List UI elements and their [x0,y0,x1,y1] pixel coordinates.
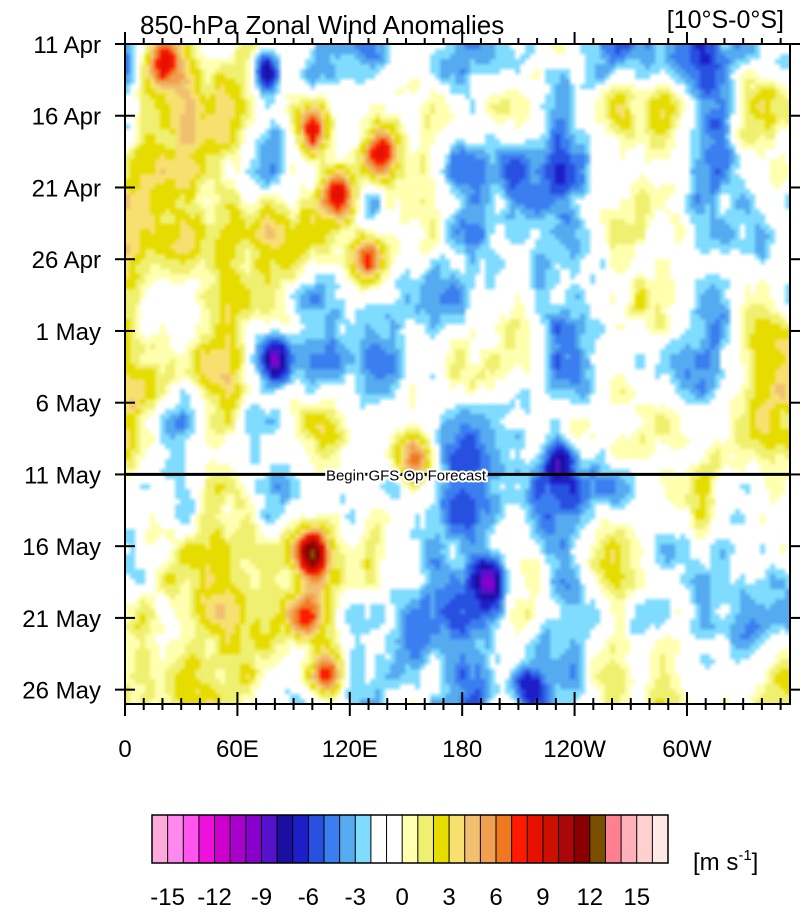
anomaly-field [125,44,790,704]
colorbar-swatch [308,815,325,863]
colorbar-swatch [558,815,575,863]
y-tick-label: 26 Apr [32,247,101,274]
colorbar-swatch [167,815,184,863]
colorbar-tick-label: -12 [197,884,232,911]
y-tick-label: 26 May [22,678,101,705]
x-tick-label: 60W [662,736,712,763]
forecast-label: Begin GFS Op Forecast [326,467,487,484]
plot-area [125,44,790,704]
colorbar-swatch [511,815,528,863]
colorbar-tick-label: -6 [298,884,319,911]
colorbar-tick-label: -9 [251,884,272,911]
colorbar-unit: [m s-1] [693,847,758,876]
y-tick-label: 21 Apr [32,175,101,202]
colorbar-swatch [449,815,466,863]
colorbar-swatch [542,815,559,863]
y-tick-label: 11 Apr [33,32,101,59]
colorbar-swatch [589,815,606,863]
colorbar-swatch [574,815,591,863]
colorbar-swatch [230,815,247,863]
colorbar-swatch [605,815,622,863]
y-tick-label: 11 May [24,462,101,489]
colorbar-tick-label: 3 [442,884,455,911]
x-tick-label: 120E [322,736,378,763]
colorbar-swatch [198,815,215,863]
colorbar-tick-label: -3 [345,884,366,911]
y-tick-label: 1 May [36,319,101,346]
colorbar-tick-label: 0 [396,884,409,911]
plot-frame [124,43,791,705]
chart-title: 850-hPa Zonal Wind Anomalies [140,10,504,40]
colorbar-swatch [386,815,403,863]
colorbar-swatch [183,815,200,863]
colorbar-swatch [214,815,231,863]
x-tick-label: 0 [118,736,131,763]
colorbar-unit-close: ] [752,849,759,876]
colorbar-swatch [433,815,450,863]
colorbar-swatch [496,815,512,863]
colorbar-swatch [277,815,294,863]
y-axis: 11 Apr 16 Apr 21 Apr 26 Apr 1 May 6 May 11 May… [22,32,800,705]
y-tick-label: 16 Apr [32,104,101,131]
colorbar-swatch [464,815,481,863]
colorbar-swatch [480,815,497,863]
colorbar-swatch [527,815,544,863]
x-tick-label: 60E [216,736,259,763]
colorbar-swatch [355,815,372,863]
x-tick-label: 180 [442,736,482,763]
y-tick-label: 16 May [22,534,101,561]
colorbar-swatch [621,815,638,863]
y-tick-label: 6 May [36,391,101,418]
forecast-marker: Begin GFS Op Forecast [125,465,790,486]
colorbar-swatch [652,815,669,863]
colorbar-swatch [339,815,356,863]
colorbar-tick-label: 15 [623,884,650,911]
colorbar-frame [151,814,669,864]
x-tick-label: 120W [543,736,606,763]
colorbar-tick-label: -15 [150,884,185,911]
colorbar-swatch [417,815,434,863]
colorbar-swatch [324,815,340,863]
colorbar-swatch [245,815,262,863]
colorbar-swatch [636,815,653,863]
colorbar-unit-text: [m s [693,849,738,876]
y-tick-label: 21 May [22,606,101,633]
colorbar: -15 -12 -9 -6 -3 0 3 6 9 12 15 [150,814,669,911]
colorbar-tick-label: 12 [576,884,603,911]
region-label: [10°S-0°S] [667,6,784,34]
colorbar-tick-label: 6 [489,884,502,911]
colorbar-tick-label: 9 [536,884,549,911]
x-axis: 0 60E 120E 180 120W 60W [118,32,782,763]
colorbar-swatch [261,815,278,863]
colorbar-unit-exponent: -1 [738,847,751,864]
colorbar-swatch [370,815,387,863]
colorbar-swatch [292,815,309,863]
colorbar-swatch [402,815,419,863]
colorbar-swatch [152,815,168,863]
